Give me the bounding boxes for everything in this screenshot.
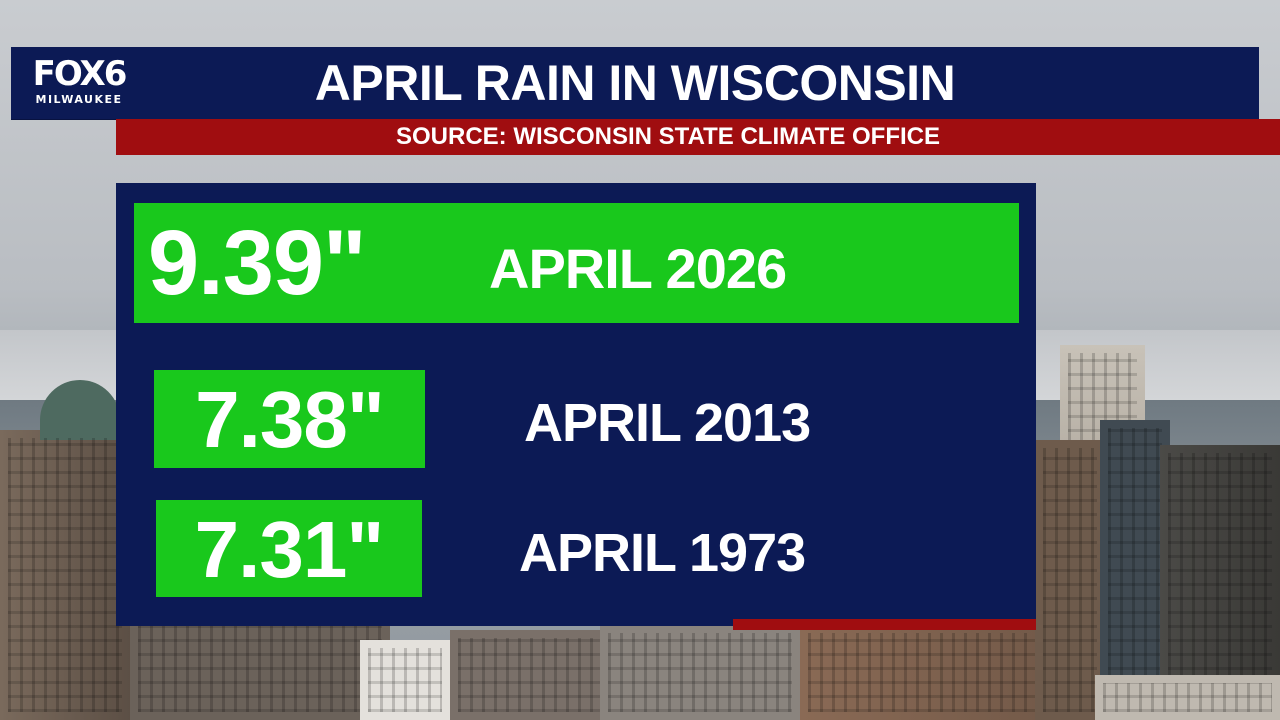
building xyxy=(360,640,450,720)
record-row-highlight: 9.39" APRIL 2026 xyxy=(134,203,1019,323)
record-label: APRIL 1973 xyxy=(519,523,806,583)
title-banner: FOX6 MILWAUKEE APRIL RAIN IN WISCONSIN xyxy=(11,47,1259,119)
building xyxy=(1095,675,1280,720)
records-panel: 9.39" APRIL 2026 7.38" APRIL 2013 7.31" … xyxy=(116,183,1036,626)
record-value: 7.31" xyxy=(156,500,422,597)
logo-main-text: FOX6 xyxy=(32,54,128,94)
building xyxy=(0,380,130,720)
source-text: SOURCE: WISCONSIN STATE CLIMATE OFFICE xyxy=(396,123,940,150)
logo-sub-text: MILWAUKEE xyxy=(35,93,123,106)
panel-accent-bar xyxy=(733,619,1036,630)
building-dome xyxy=(40,380,120,440)
clock-tower xyxy=(1035,440,1105,720)
record-label: APRIL 2026 xyxy=(489,237,787,300)
record-value: 9.39" xyxy=(148,212,367,314)
building xyxy=(450,630,610,720)
fox6-logo: FOX6 MILWAUKEE xyxy=(23,57,135,109)
building xyxy=(1100,420,1170,720)
source-banner: SOURCE: WISCONSIN STATE CLIMATE OFFICE xyxy=(116,119,1280,155)
building xyxy=(600,625,800,720)
building xyxy=(130,610,390,720)
building xyxy=(1160,445,1280,720)
record-label: APRIL 2013 xyxy=(524,393,811,453)
record-value: 7.38" xyxy=(154,370,425,468)
page-title: APRIL RAIN IN WISCONSIN xyxy=(314,55,956,111)
